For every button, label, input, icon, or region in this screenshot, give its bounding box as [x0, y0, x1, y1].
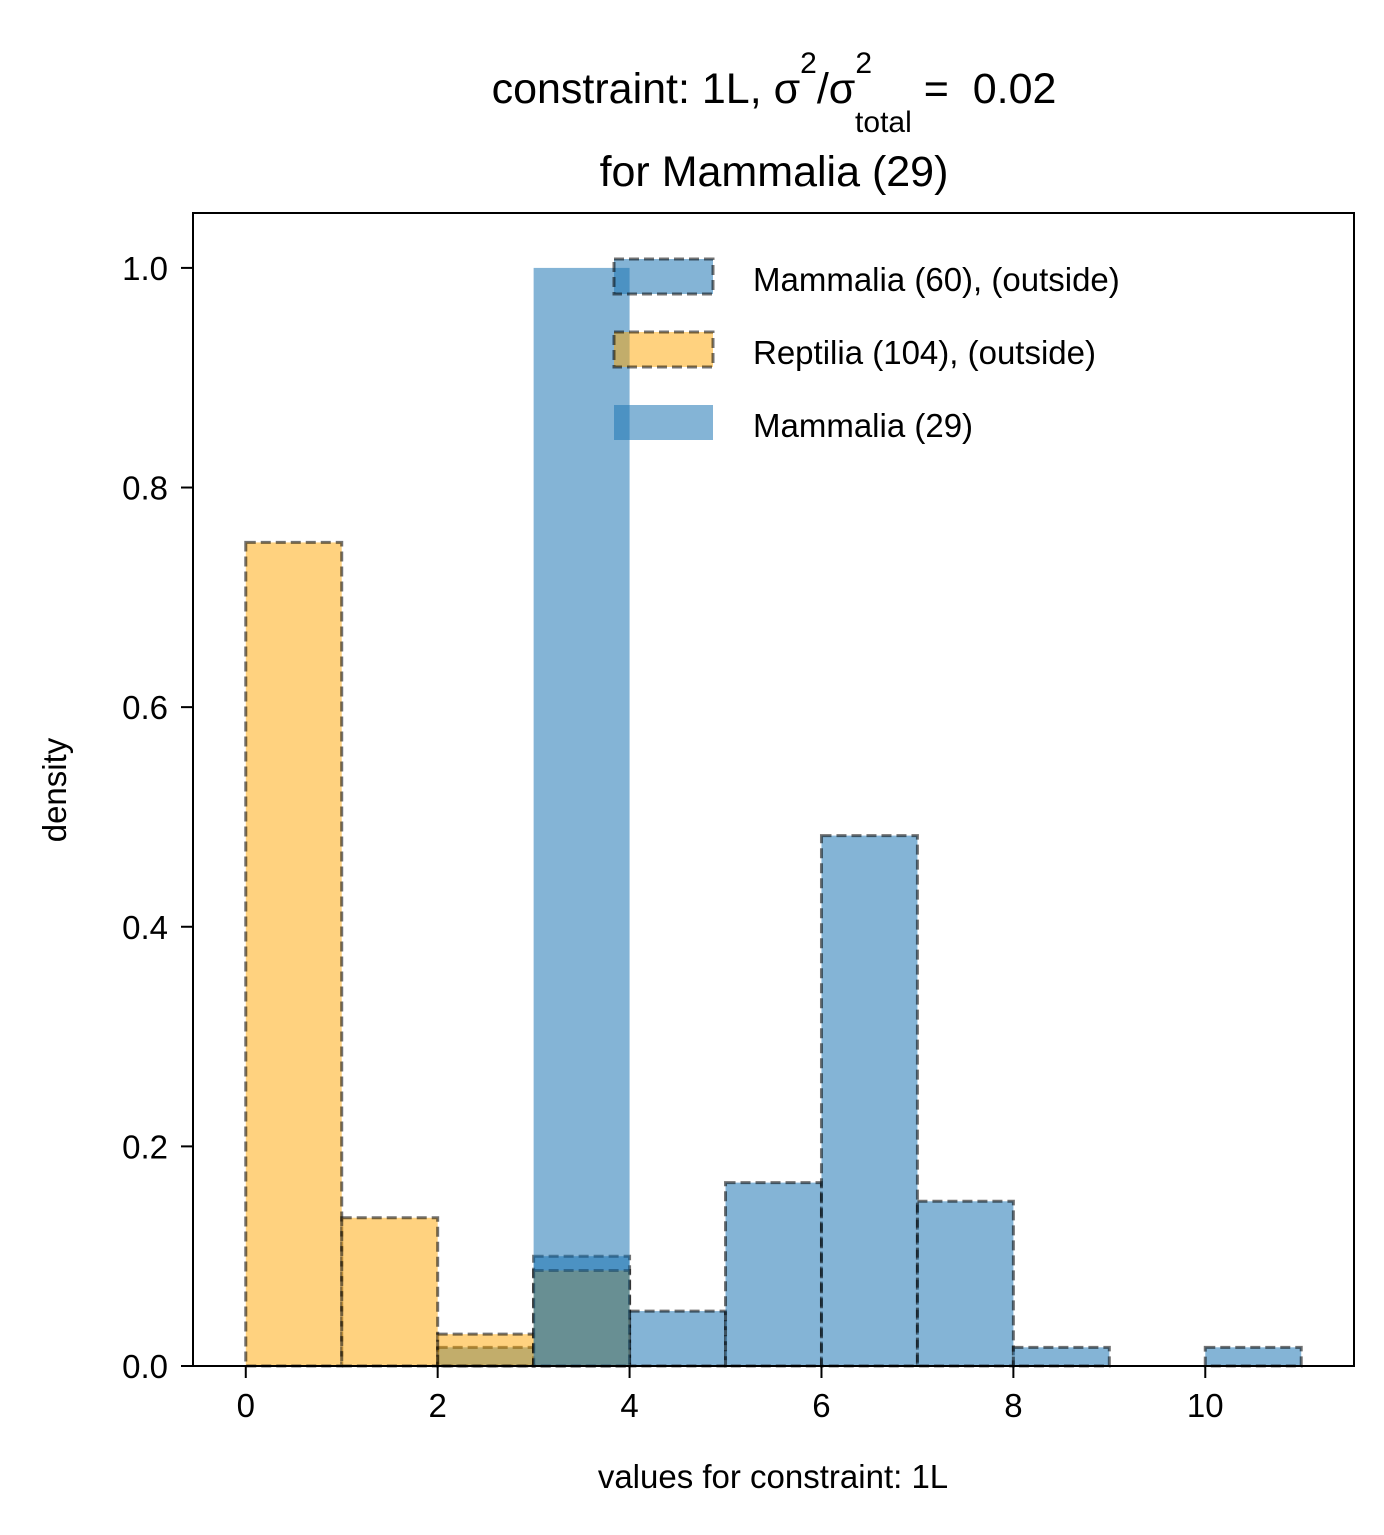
- legend-swatch-mammalia-60: [612, 257, 715, 296]
- x-tick-label: 8: [1004, 1387, 1022, 1424]
- y-axis-label: density: [36, 737, 73, 842]
- ticks-layer: 0 2 4 6 8 10 0.0 0.2 0.4 0.6 0.8 1.0: [122, 250, 1224, 1424]
- bar-mammalia-60-outside-bin-5: [724, 1181, 823, 1368]
- x-tick-label: 6: [812, 1387, 830, 1424]
- bar-mammalia-60-outside-bin-10: [1203, 1345, 1303, 1368]
- legend-swatch-reptilia-104: [612, 330, 715, 369]
- bar-mammalia-60-outside-bin-7: [915, 1199, 1015, 1368]
- bar-reptilia-104-outside-bin-2: [436, 1332, 536, 1368]
- legend: Mammalia (60), (outside) Reptilia (104),…: [612, 257, 1120, 444]
- chart-title-line1: constraint: 1L, σ2/σ2 total = 0.02: [492, 47, 1057, 139]
- bar-reptilia-104-outside-bin-1: [340, 1216, 440, 1368]
- y-tick-label: 0.2: [122, 1128, 168, 1165]
- y-tick-label: 0.6: [122, 689, 168, 726]
- bar-mammalia-29-bin-3: [533, 267, 630, 1366]
- y-tick-label: 1.0: [122, 250, 168, 287]
- legend-label-mammalia-29: Mammalia (29): [753, 407, 973, 444]
- legend-swatch-mammalia-29: [614, 405, 713, 440]
- x-axis-label: values for constraint: 1L: [598, 1458, 948, 1495]
- x-tick-label: 2: [428, 1387, 446, 1424]
- x-tick-label: 10: [1187, 1387, 1224, 1424]
- y-tick-label: 0.4: [122, 909, 168, 946]
- y-tick-label: 0.8: [122, 470, 168, 507]
- x-tick-label: 4: [620, 1387, 638, 1424]
- x-tick-label: 0: [237, 1387, 255, 1424]
- bar-mammalia-60-outside-bin-6: [819, 834, 919, 1368]
- bars-layer: [244, 267, 1303, 1368]
- bar-mammalia-60-outside-bin-8: [1011, 1345, 1111, 1368]
- legend-label-reptilia-104: Reptilia (104), (outside): [753, 334, 1096, 371]
- chart-title-line2: for Mammalia (29): [600, 148, 949, 196]
- legend-label-mammalia-60: Mammalia (60), (outside): [753, 261, 1120, 298]
- y-tick-label: 0.0: [122, 1348, 168, 1385]
- plot-frame: [192, 212, 1355, 1367]
- bar-reptilia-104-outside-bin-0: [244, 540, 344, 1368]
- bar-mammalia-60-outside-bin-4: [628, 1309, 728, 1368]
